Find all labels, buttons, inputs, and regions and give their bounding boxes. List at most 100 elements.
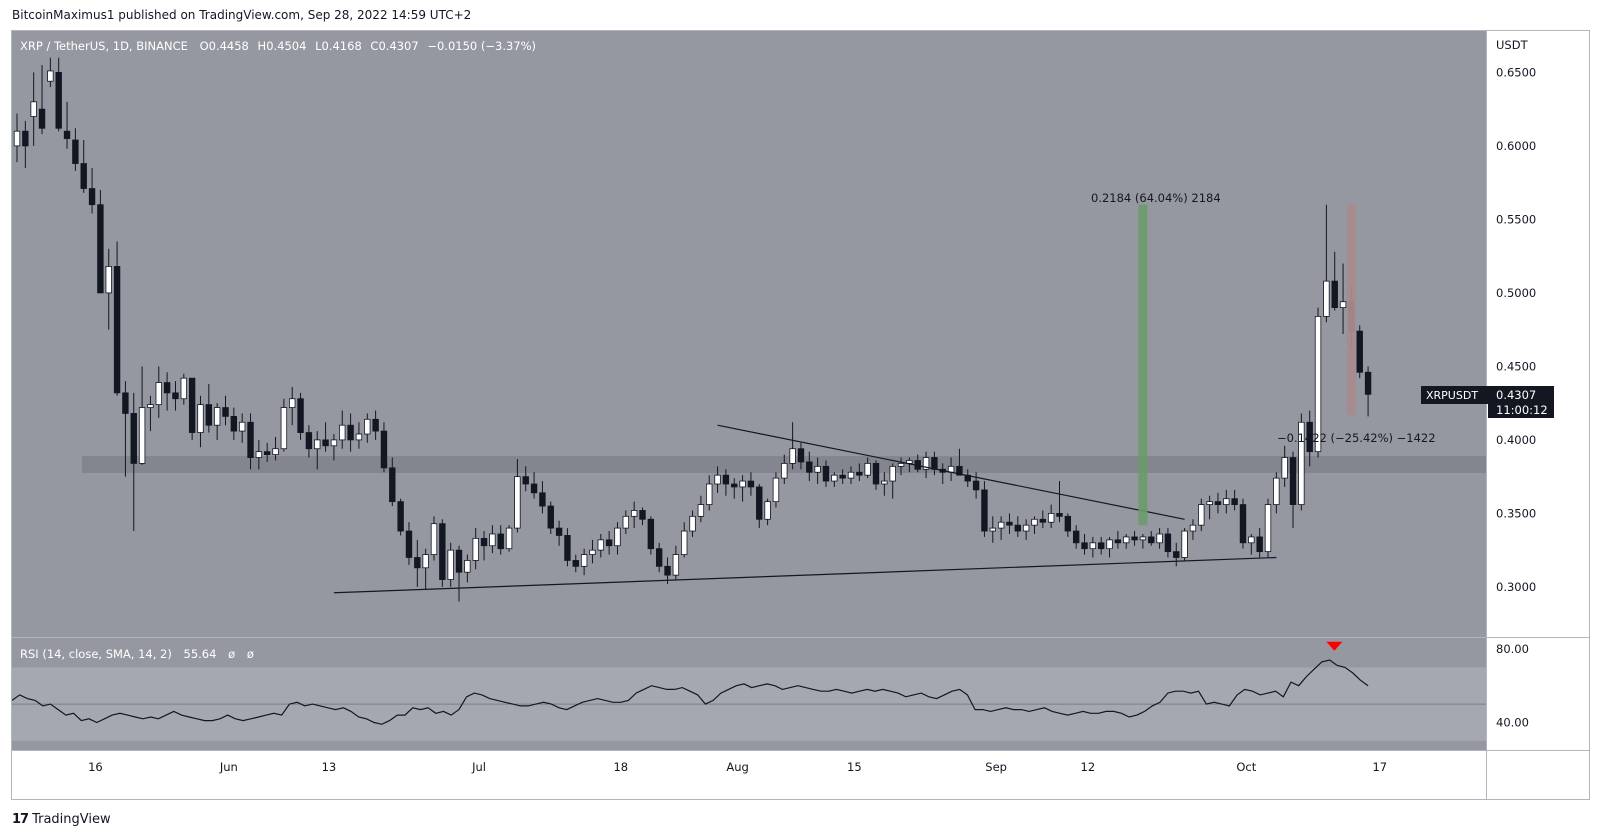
candle: [722, 469, 730, 496]
candle-body: [155, 382, 162, 406]
candle: [1323, 204, 1330, 323]
candle-body: [547, 505, 554, 529]
open-value: 0.4458: [209, 39, 249, 53]
chart-canvas[interactable]: XRP / TetherUS, 1D, BINANCE O0.4458 H0.4…: [12, 31, 1589, 799]
publisher-header: BitcoinMaximus1 published on TradingView…: [12, 8, 472, 22]
candle-body: [1239, 504, 1247, 544]
candle: [747, 472, 755, 496]
ascending-trendline[interactable]: [333, 556, 1277, 594]
candle-body: [72, 139, 79, 164]
candle: [122, 381, 129, 477]
candle: [405, 522, 413, 565]
candle-body: [814, 465, 821, 473]
candle-body: [681, 530, 688, 555]
time-tick-label: Jun: [219, 760, 238, 774]
candle-body: [347, 424, 354, 441]
high-label: H: [258, 39, 267, 53]
candle: [263, 442, 271, 462]
candle: [1148, 531, 1155, 546]
candle: [97, 190, 104, 294]
candle: [1039, 510, 1047, 529]
candle: [1131, 531, 1138, 546]
candle: [105, 248, 112, 330]
candle-body: [22, 130, 29, 147]
candle-body: [781, 463, 788, 479]
price-tick-label: 0.3000: [1496, 580, 1536, 594]
candle: [1014, 516, 1021, 537]
candle: [255, 439, 263, 470]
candle-body: [514, 476, 521, 529]
candle-body: [364, 418, 371, 435]
candle: [572, 554, 579, 573]
time-tick-label: Sep: [985, 760, 1007, 774]
candle: [681, 522, 688, 558]
green-measure-bar[interactable]: [1138, 204, 1148, 526]
candle-body: [247, 421, 254, 458]
candle-body: [55, 72, 62, 129]
tradingview-logo-icon: 17: [12, 812, 29, 827]
candle-body: [97, 204, 104, 294]
candle: [355, 422, 363, 449]
symbol-legend[interactable]: XRP / TetherUS, 1D, BINANCE O0.4458 H0.4…: [20, 39, 536, 53]
candle: [447, 542, 454, 587]
candle-body: [1131, 536, 1138, 541]
candle: [1223, 489, 1230, 514]
candle-body: [105, 266, 112, 294]
candle-body: [13, 130, 21, 147]
green-measure-label: 0.2184 (64.04%) 2184: [1091, 191, 1221, 205]
candle: [472, 528, 479, 570]
candle: [322, 422, 329, 452]
candle: [1331, 251, 1338, 311]
candle: [655, 542, 663, 573]
candle: [1056, 481, 1063, 523]
candle: [1156, 528, 1163, 549]
drawings-layer: [333, 204, 1356, 594]
candle: [1089, 536, 1097, 558]
footer-brand[interactable]: 17 TradingView: [12, 812, 111, 827]
candle-body: [1189, 524, 1197, 532]
candle-body: [188, 377, 196, 433]
candle-body: [255, 451, 263, 458]
candle-body: [1022, 524, 1030, 532]
price-tick-label: 0.6500: [1496, 65, 1536, 79]
candle-body: [922, 457, 930, 470]
open-label: O: [200, 39, 209, 53]
last-price-tag[interactable]: XRPUSDT 0.4307 11:00:12: [1421, 385, 1554, 419]
symbol-title: XRP / TetherUS, 1D, BINANCE: [20, 39, 188, 53]
candle: [822, 460, 830, 487]
candle-body: [956, 465, 963, 476]
candle-body: [539, 492, 546, 507]
descending-trendline[interactable]: [717, 424, 1185, 520]
candle-body: [881, 480, 888, 485]
candle: [897, 457, 905, 476]
candle: [180, 373, 187, 405]
candle: [731, 478, 738, 499]
candle-body: [981, 489, 988, 532]
candle-body: [689, 515, 696, 532]
candle: [664, 557, 671, 584]
rsi-tick-label: 80.00: [1496, 642, 1529, 656]
candle-body: [697, 504, 705, 517]
rsi-na-2: ø: [247, 647, 254, 661]
price-axis[interactable]: 0.6500 0.6000 0.5500 0.5000 0.4500 0.4000 0.35…: [1496, 65, 1536, 594]
time-axis[interactable]: 16 Jun 13 Jul 18 Aug 15 Sep 12 Oct 17: [88, 760, 1387, 774]
candle-body: [839, 474, 846, 479]
candle: [530, 472, 538, 499]
rsi-axis[interactable]: 80.00 40.00: [1496, 642, 1529, 729]
candle-body: [1364, 371, 1372, 395]
candle-body: [672, 554, 680, 576]
candle: [1173, 542, 1180, 567]
candle: [330, 434, 338, 461]
candle: [222, 395, 229, 426]
candle-body: [222, 407, 229, 417]
brand-name: TradingView: [32, 812, 111, 827]
candle-body: [647, 518, 655, 550]
candle: [113, 241, 121, 396]
candle: [889, 463, 896, 499]
red-measure-bar[interactable]: [1346, 204, 1356, 415]
candle-body: [1214, 501, 1222, 505]
low-label: L: [315, 39, 322, 53]
candle: [1081, 533, 1088, 555]
candle: [580, 548, 588, 576]
rsi-legend[interactable]: RSI (14, close, SMA, 14, 2) 55.64 ø ø: [20, 647, 254, 661]
